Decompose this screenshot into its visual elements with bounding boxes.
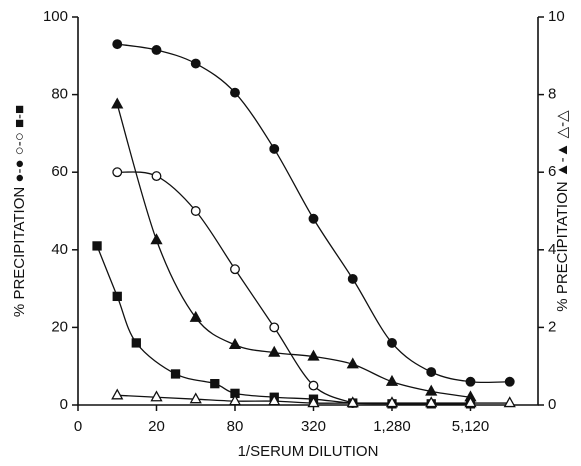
series-line (96, 245, 471, 405)
y-tick-label: 60 (51, 163, 68, 180)
point (230, 87, 240, 98)
y-tick-label: 20 (51, 318, 68, 335)
point (150, 390, 163, 402)
point (387, 337, 397, 348)
y2-tick-label: 0 (548, 396, 556, 413)
x-tick-label: 0 (74, 418, 82, 435)
point (347, 273, 358, 284)
point (425, 384, 438, 396)
y-tick-label: 100 (43, 8, 68, 25)
point (307, 349, 320, 361)
y2-tick-label: 4 (548, 241, 556, 258)
x-axis-label: 1/SERUM DILUTION (238, 443, 379, 460)
point (308, 380, 319, 391)
point (112, 39, 123, 50)
y2-tick-label: 6 (548, 163, 556, 180)
y-axis-label: % PRECIPITATION ●-● ○-○ ■-■ (11, 105, 28, 317)
point (504, 376, 515, 387)
point (111, 97, 124, 109)
point (190, 206, 201, 216)
point (151, 45, 162, 55)
point (425, 396, 438, 408)
series-line (117, 43, 510, 384)
point (111, 388, 124, 400)
point (189, 310, 202, 322)
point (385, 374, 399, 386)
point (210, 379, 220, 389)
point (189, 392, 202, 404)
y-tick-label: 40 (51, 241, 68, 258)
point (269, 143, 280, 154)
point (170, 369, 181, 379)
point (385, 396, 399, 408)
point (269, 322, 280, 333)
point (465, 376, 476, 387)
point (190, 58, 201, 69)
point (150, 233, 163, 245)
point (307, 396, 320, 408)
y2-axis-label: % PRECIPITATION ▲-▲ △-△ (554, 110, 571, 312)
series-line (117, 171, 354, 404)
point (230, 264, 240, 275)
point (92, 241, 102, 251)
x-tick-label: 5,120 (452, 418, 490, 435)
series-line (116, 104, 471, 398)
axes (77, 17, 539, 406)
point (503, 396, 516, 408)
y2-tick-label: 8 (548, 86, 556, 103)
point (346, 357, 359, 369)
point (228, 338, 242, 350)
point (268, 345, 281, 357)
point (112, 291, 122, 302)
point (131, 338, 141, 348)
y2-tick-label: 2 (548, 318, 556, 335)
point (151, 171, 162, 182)
point (268, 394, 281, 406)
point (112, 167, 123, 178)
point (346, 396, 359, 408)
y2-tick-label: 10 (548, 8, 565, 25)
point (464, 396, 477, 408)
point (426, 367, 437, 377)
y-tick-label: 80 (51, 86, 68, 103)
y-tick-label: 0 (60, 396, 68, 413)
x-tick-label: 320 (301, 418, 326, 435)
x-tick-label: 80 (227, 418, 244, 435)
x-tick-label: 20 (148, 418, 165, 435)
point (308, 213, 319, 224)
point (228, 394, 242, 406)
x-tick-label: 1,280 (373, 418, 411, 435)
